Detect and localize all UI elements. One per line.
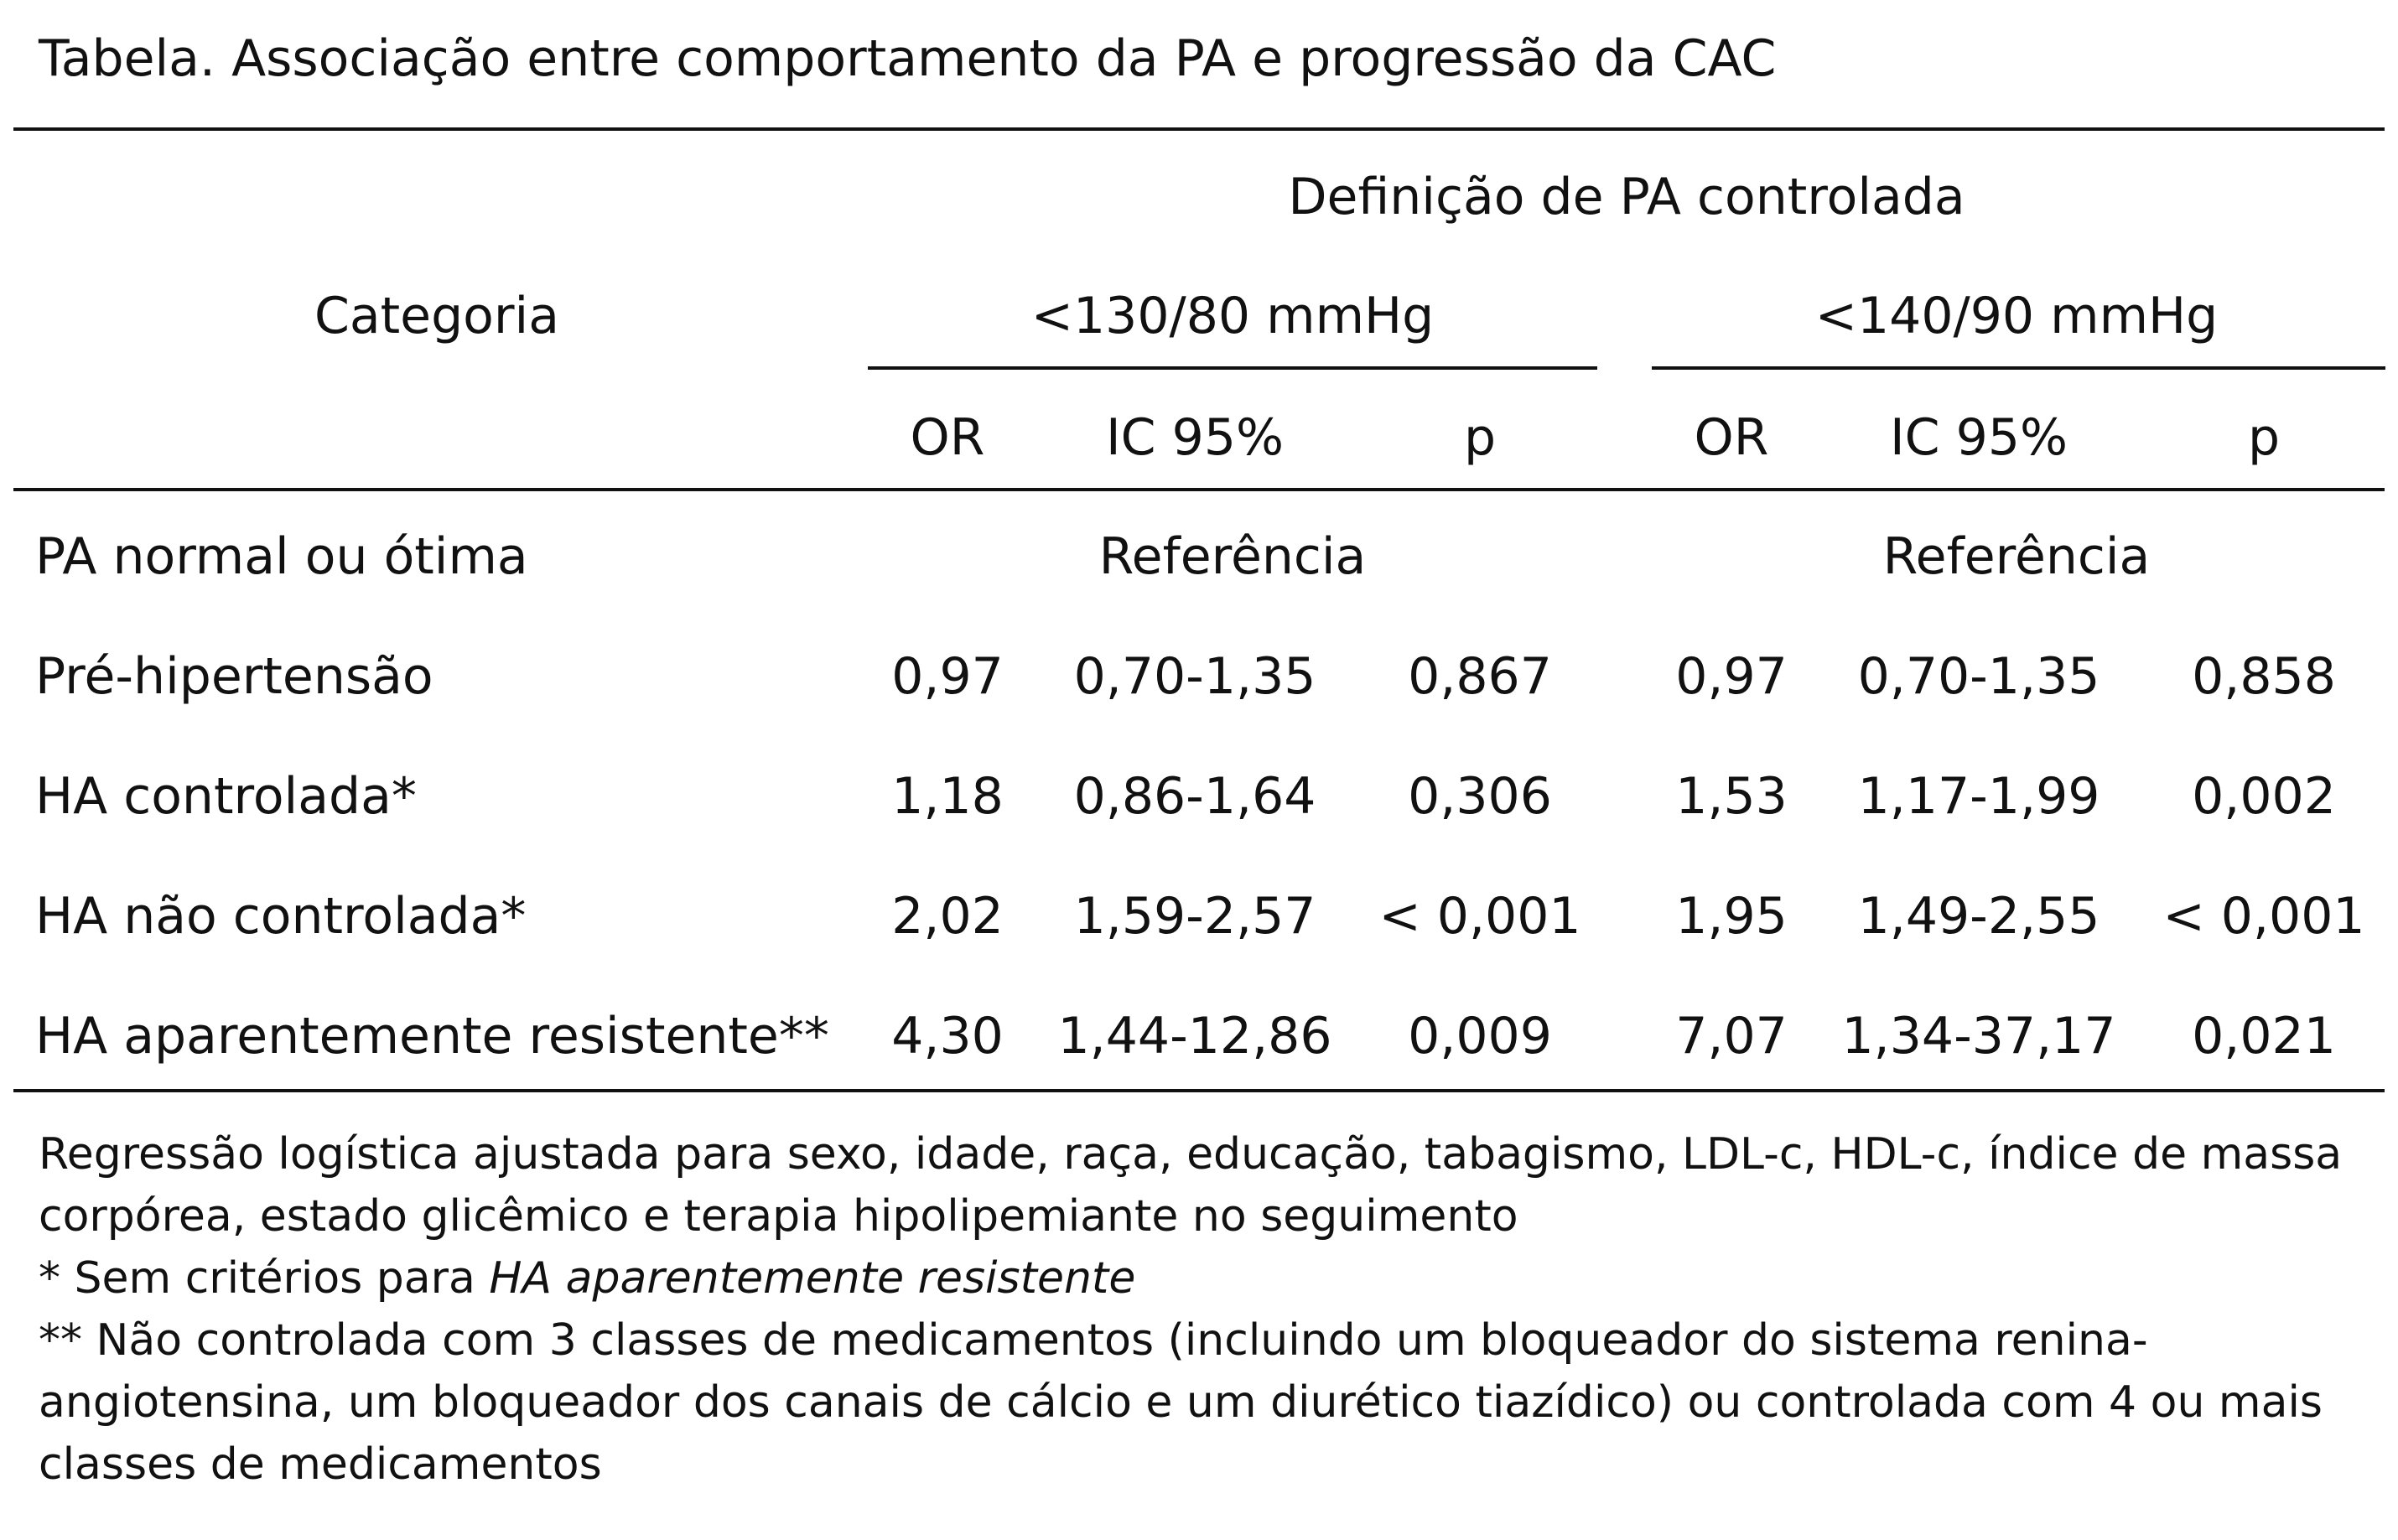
table-title: Tabela. Associação entre comportamento d… <box>39 29 1777 88</box>
header-or-1: OR <box>910 408 985 467</box>
cell-ic-2: 1,49-2,55 <box>1857 887 2100 946</box>
row-label: PA normal ou ótima <box>35 527 528 586</box>
cell-p-1: < 0,001 <box>1378 887 1581 946</box>
reference-cell-1: Referência <box>1098 527 1367 586</box>
cell-p-2: 0,858 <box>2192 647 2336 706</box>
cell-ic-1: 1,59-2,57 <box>1073 887 1316 946</box>
cell-ic-2: 0,70-1,35 <box>1857 647 2100 706</box>
cell-p-1: 0,867 <box>1408 647 1552 706</box>
note-line-4: ** Não controlada com 3 classes de medic… <box>39 1315 2148 1366</box>
cell-p-1: 0,009 <box>1408 1007 1552 1066</box>
cell-or-2: 7,07 <box>1675 1007 1788 1066</box>
note-line-3-prefix: * Sem critérios para <box>39 1253 490 1304</box>
cell-ic-1: 0,86-1,64 <box>1073 767 1316 826</box>
header-bottom-rule <box>13 488 2385 491</box>
note-line-6: classes de medicamentos <box>39 1439 602 1490</box>
header-ic-1: IC 95% <box>1105 408 1285 467</box>
group-rule-2 <box>1652 366 2385 370</box>
note-line-2: corpórea, estado glicêmico e terapia hip… <box>39 1191 1518 1242</box>
header-category: Categoria <box>314 287 559 345</box>
cell-p-1: 0,306 <box>1408 767 1552 826</box>
cell-or-1: 0,97 <box>891 647 1004 706</box>
header-def-140-90: <140/90 mmHg <box>1814 287 2219 345</box>
note-line-1: Regressão logística ajustada para sexo, … <box>39 1129 2343 1180</box>
cell-or-2: 0,97 <box>1675 647 1788 706</box>
note-line-3: * Sem critérios para HA aparentemente re… <box>39 1247 2369 1309</box>
cell-or-1: 2,02 <box>891 887 1004 946</box>
cell-or-1: 4,30 <box>891 1007 1004 1066</box>
row-label: HA não controlada* <box>35 887 527 946</box>
header-p-1: p <box>1463 408 1497 467</box>
cell-ic-2: 1,34-37,17 <box>1841 1007 2116 1066</box>
cell-p-2: < 0,001 <box>2162 887 2365 946</box>
cell-ic-2: 1,17-1,99 <box>1857 767 2100 826</box>
note-line-3-italic: HA aparentemente resistente <box>489 1253 1136 1304</box>
cell-or-2: 1,53 <box>1675 767 1788 826</box>
bottom-rule <box>13 1089 2385 1092</box>
header-p-2: p <box>2247 408 2281 467</box>
cell-ic-1: 1,44-12,86 <box>1057 1007 1332 1066</box>
note-line-5: angiotensina, um bloqueador dos canais d… <box>39 1377 2323 1428</box>
cell-ic-1: 0,70-1,35 <box>1073 647 1316 706</box>
row-label: Pré-hipertensão <box>35 647 433 706</box>
group-rule-1 <box>868 366 1597 370</box>
cell-p-2: 0,021 <box>2192 1007 2336 1066</box>
header-ic-2: IC 95% <box>1889 408 2068 467</box>
cell-or-1: 1,18 <box>891 767 1004 826</box>
table-notes: Regressão logística ajustada para sexo, … <box>39 1123 2369 1496</box>
row-label: HA controlada* <box>35 767 417 826</box>
reference-cell-2: Referência <box>1882 527 2151 586</box>
header-or-2: OR <box>1694 408 1769 467</box>
row-label: HA aparentemente resistente** <box>35 1007 829 1066</box>
header-def-130-80: <130/80 mmHg <box>1030 287 1435 345</box>
cell-or-2: 1,95 <box>1675 887 1788 946</box>
cell-p-2: 0,002 <box>2192 767 2336 826</box>
top-rule <box>13 127 2385 131</box>
header-group-label: Definição de PA controlada <box>1288 168 1965 226</box>
